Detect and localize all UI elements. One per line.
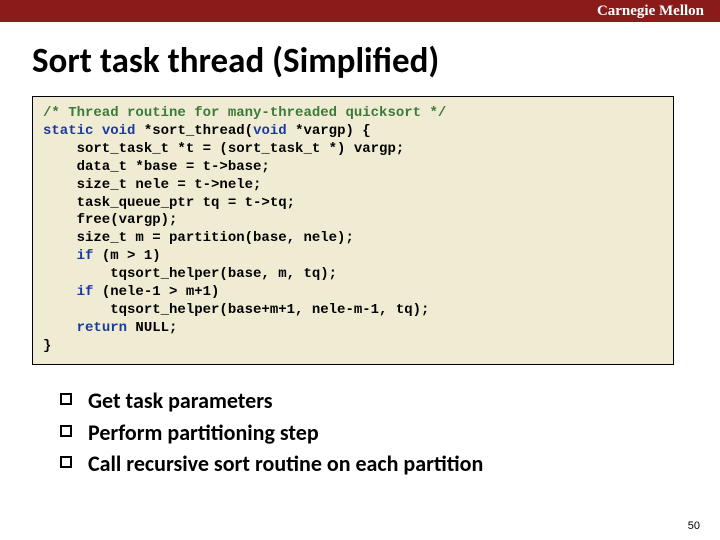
header-bar: Carnegie Mellon (0, 0, 720, 22)
code-line: tqsort_helper(base+m+1, nele-m-1, tq); (43, 302, 663, 320)
code-token: *sort_thread( (135, 123, 253, 139)
code-token: void (253, 123, 287, 139)
code-token: if (77, 248, 94, 264)
bullet-item: Get task parameters (60, 385, 720, 417)
code-line: return NULL; (43, 320, 663, 338)
code-token: free(vargp); (43, 212, 177, 228)
bullet-marker-icon (60, 425, 72, 437)
code-token: /* Thread routine for many-threaded quic… (43, 105, 446, 121)
code-token: } (43, 338, 51, 354)
code-token: void (102, 123, 136, 139)
code-token (93, 123, 101, 139)
code-token (43, 248, 77, 264)
code-token: return (77, 320, 127, 336)
code-token: size_t m = partition(base, nele); (43, 230, 354, 246)
code-token: if (77, 284, 94, 300)
code-line: sort_task_t *t = (sort_task_t *) vargp; (43, 141, 663, 159)
code-line: if (nele-1 > m+1) (43, 284, 663, 302)
brand-label: Carnegie Mellon (597, 0, 704, 22)
bullet-list: Get task parameters Perform partitioning … (60, 385, 720, 481)
bullet-marker-icon (60, 393, 72, 405)
bullet-label: Call recursive sort routine on each part… (88, 450, 483, 477)
code-token (43, 320, 77, 336)
code-token: (m > 1) (93, 248, 160, 264)
code-token: tqsort_helper(base, m, tq); (43, 266, 337, 282)
code-token: size_t nele = t->nele; (43, 177, 261, 193)
code-line: tqsort_helper(base, m, tq); (43, 266, 663, 284)
bullet-label: Perform partitioning step (88, 419, 319, 446)
bullet-label: Get task parameters (88, 387, 273, 414)
code-line: /* Thread routine for many-threaded quic… (43, 105, 663, 123)
bullet-item: Call recursive sort routine on each part… (60, 448, 720, 480)
code-token: tqsort_helper(base+m+1, nele-m-1, tq); (43, 302, 429, 318)
code-token: *vargp) { (287, 123, 371, 139)
bullet-item: Perform partitioning step (60, 417, 720, 449)
code-line: if (m > 1) (43, 248, 663, 266)
bullet-marker-icon (60, 456, 72, 468)
code-token: NULL; (127, 320, 177, 336)
code-token: (nele-1 > m+1) (93, 284, 219, 300)
code-token: data_t *base = t->base; (43, 159, 270, 175)
code-line: } (43, 338, 663, 356)
code-token: task_queue_ptr tq = t->tq; (43, 195, 295, 211)
code-block: /* Thread routine for many-threaded quic… (32, 96, 674, 365)
code-line: size_t nele = t->nele; (43, 177, 663, 195)
code-token: static (43, 123, 93, 139)
code-line: static void *sort_thread(void *vargp) { (43, 123, 663, 141)
code-line: free(vargp); (43, 212, 663, 230)
code-token (43, 284, 77, 300)
page-number: 50 (688, 520, 700, 532)
code-line: data_t *base = t->base; (43, 159, 663, 177)
code-token: sort_task_t *t = (sort_task_t *) vargp; (43, 141, 404, 157)
slide-title: Sort task thread (Simplified) (32, 40, 720, 82)
code-line: size_t m = partition(base, nele); (43, 230, 663, 248)
code-line: task_queue_ptr tq = t->tq; (43, 195, 663, 213)
